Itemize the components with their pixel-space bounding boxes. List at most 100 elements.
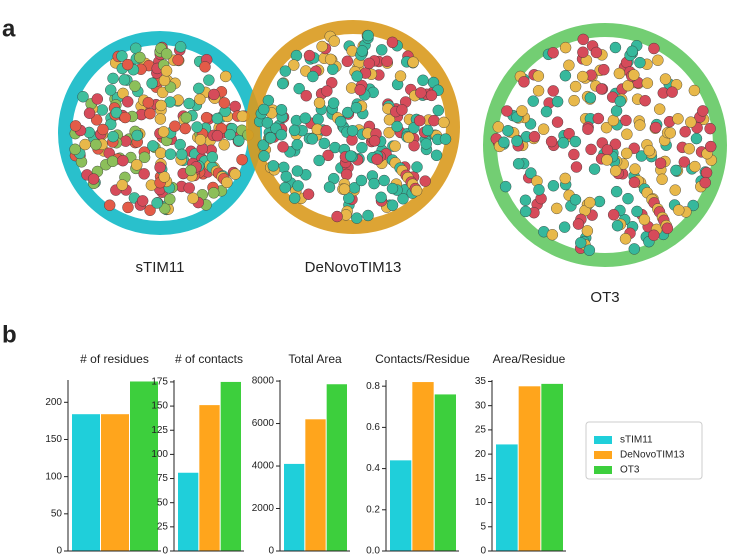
y-tick-label: 0.4 — [366, 463, 380, 474]
atom — [211, 112, 224, 125]
atom — [577, 33, 589, 46]
y-tick-label: 8000 — [252, 376, 275, 387]
atom — [262, 94, 275, 107]
atom — [158, 74, 171, 87]
atom — [699, 176, 711, 189]
atom — [183, 182, 195, 194]
atom — [690, 132, 703, 145]
atom — [705, 140, 717, 153]
atom — [381, 55, 393, 67]
atom — [121, 58, 134, 71]
atom — [551, 95, 564, 108]
atom — [116, 50, 128, 62]
atom — [277, 141, 289, 153]
atom — [592, 112, 605, 125]
atom — [610, 105, 623, 117]
y-tick-label: 6000 — [252, 418, 275, 429]
atom — [575, 237, 587, 249]
atom — [105, 84, 117, 96]
atom — [551, 202, 563, 215]
atom — [532, 85, 545, 97]
y-tick-label: 150 — [151, 401, 168, 412]
atom — [519, 194, 532, 206]
atom — [678, 156, 691, 168]
atom — [414, 114, 426, 127]
atom — [411, 161, 423, 173]
atom — [176, 148, 188, 161]
atom — [430, 149, 443, 162]
atom — [362, 209, 374, 222]
atom — [157, 126, 170, 138]
atom — [151, 197, 163, 209]
legend-swatch — [594, 466, 612, 474]
atom — [351, 212, 363, 224]
atom — [90, 114, 103, 126]
atom — [116, 179, 128, 191]
atom — [341, 55, 354, 68]
atom — [191, 121, 203, 133]
atom — [291, 138, 303, 151]
atom — [408, 140, 420, 152]
atom — [419, 175, 431, 187]
atom — [327, 97, 340, 109]
bar — [496, 444, 518, 551]
atom — [569, 135, 582, 148]
atom — [643, 144, 655, 157]
bar — [412, 382, 434, 551]
chart-title: Area/Residue — [493, 352, 566, 366]
atom — [117, 154, 129, 167]
atom — [611, 219, 624, 232]
atom — [316, 40, 328, 53]
atom — [355, 174, 368, 187]
atom — [584, 92, 597, 104]
atom — [183, 97, 195, 110]
atom — [172, 54, 184, 66]
atom — [383, 126, 395, 139]
atom — [199, 61, 211, 73]
atom — [292, 180, 304, 192]
y-tick-label: 4000 — [252, 461, 275, 472]
atom — [537, 123, 550, 135]
atom — [104, 199, 116, 211]
atom — [585, 143, 597, 156]
atom — [532, 70, 545, 82]
atom — [136, 195, 149, 207]
atom — [410, 184, 423, 197]
y-tick-label: 30 — [475, 400, 487, 411]
atom — [610, 185, 623, 198]
atom — [634, 56, 646, 69]
atom — [652, 54, 664, 66]
atom — [689, 160, 701, 173]
bar — [199, 405, 220, 551]
atom — [138, 151, 151, 164]
y-tick-label: 50 — [51, 508, 63, 519]
structure-label: OT3 — [590, 289, 619, 306]
y-tick-label: 15 — [475, 473, 487, 484]
atom — [628, 176, 641, 189]
atom — [229, 168, 241, 180]
atom — [131, 129, 143, 142]
atom — [146, 77, 158, 89]
atom — [383, 114, 396, 126]
atom — [590, 46, 603, 59]
atom — [164, 193, 176, 205]
atom — [97, 123, 109, 136]
atom — [572, 218, 585, 230]
atom — [233, 134, 245, 147]
atom — [697, 105, 709, 117]
atom — [583, 244, 596, 256]
y-tick-label: 0.2 — [366, 504, 380, 515]
atom — [345, 150, 357, 162]
atom — [279, 181, 291, 194]
atom — [601, 154, 613, 166]
atom — [659, 73, 672, 85]
atom — [368, 135, 381, 147]
atom — [394, 70, 407, 82]
atom — [303, 49, 316, 62]
atom — [160, 65, 173, 77]
atom — [533, 184, 545, 196]
atom — [386, 36, 399, 49]
y-tick-label: 0 — [268, 546, 274, 555]
panel-label: b — [2, 321, 17, 348]
atom — [340, 168, 353, 181]
